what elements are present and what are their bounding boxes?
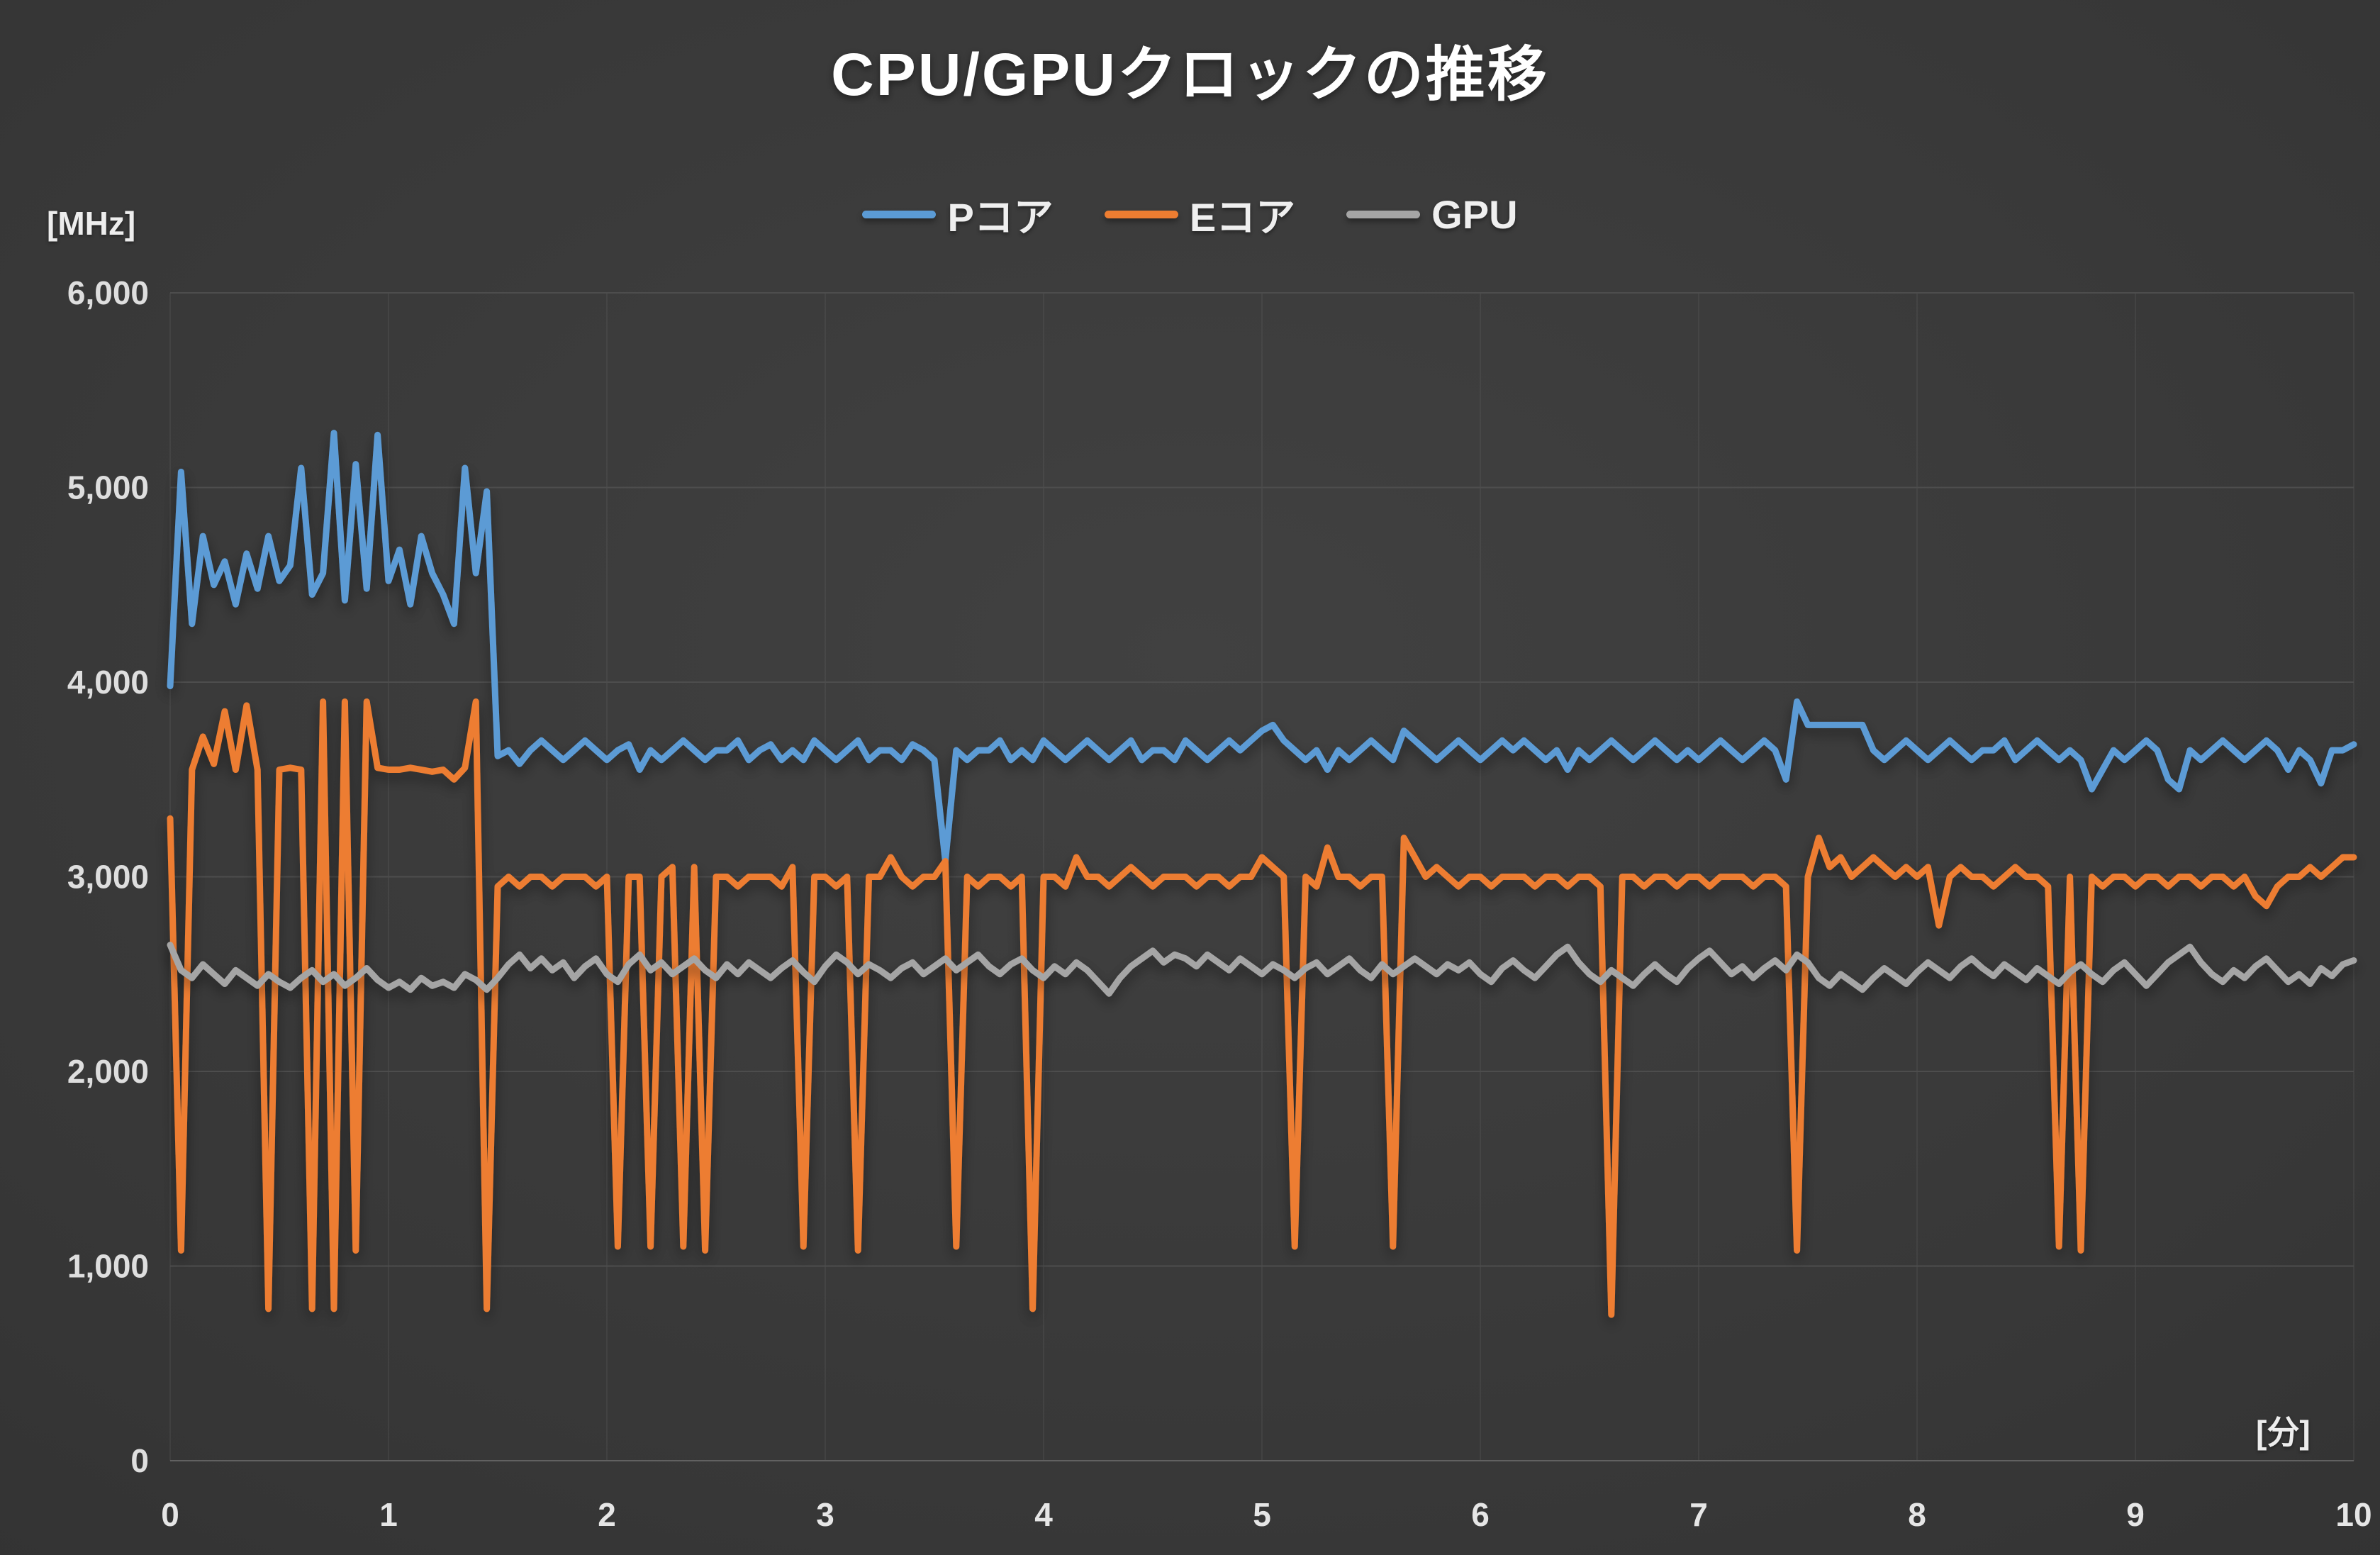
- pcore-series-line: [167, 430, 2357, 864]
- legend-item-ecore[interactable]: Eコア: [1104, 186, 1296, 243]
- x-tick-label: 2: [598, 1496, 616, 1533]
- legend-label-ecore: Eコア: [1189, 195, 1296, 240]
- y-tick-label: 3,000: [67, 859, 149, 896]
- y-tick-label: 2,000: [67, 1053, 149, 1090]
- gpu-series-line: [167, 942, 2357, 997]
- y-tick-label: 0: [130, 1442, 149, 1479]
- y-axis-unit-label: [MHz]: [47, 205, 136, 242]
- x-tick-label: 9: [2126, 1496, 2145, 1533]
- legend-label-gpu: GPU: [1431, 192, 1518, 237]
- y-tick-label: 4,000: [67, 664, 149, 701]
- x-tick-label: 8: [1908, 1496, 1926, 1533]
- x-tick-label: 7: [1689, 1496, 1708, 1533]
- x-tick-label: 3: [816, 1496, 834, 1533]
- legend-item-pcore[interactable]: Pコア: [862, 186, 1054, 243]
- x-tick-label: 5: [1253, 1496, 1271, 1533]
- ecore-series-line: [167, 698, 2357, 1318]
- y-tick-label: 5,000: [67, 469, 149, 506]
- x-axis-unit-label: [分]: [2256, 1414, 2311, 1451]
- chart-title: CPU/GPUクロックの推移: [831, 41, 1549, 108]
- chart-legend: Pコア Eコア GPU: [0, 186, 2380, 243]
- x-tick-label: 1: [379, 1496, 398, 1533]
- x-tick-label: 4: [1034, 1496, 1053, 1533]
- x-tick-label: 6: [1471, 1496, 1490, 1533]
- pcore-line-swatch: [862, 211, 937, 218]
- legend-item-gpu[interactable]: GPU: [1346, 191, 1518, 238]
- legend-label-pcore: Pコア: [947, 195, 1054, 240]
- ecore-line-swatch: [1104, 211, 1178, 218]
- y-tick-label: 1,000: [67, 1248, 149, 1285]
- gpu-line-swatch: [1346, 211, 1421, 218]
- y-tick-label: 6,000: [67, 274, 149, 311]
- x-tick-label: 10: [2335, 1496, 2371, 1533]
- x-tick-label: 0: [161, 1496, 179, 1533]
